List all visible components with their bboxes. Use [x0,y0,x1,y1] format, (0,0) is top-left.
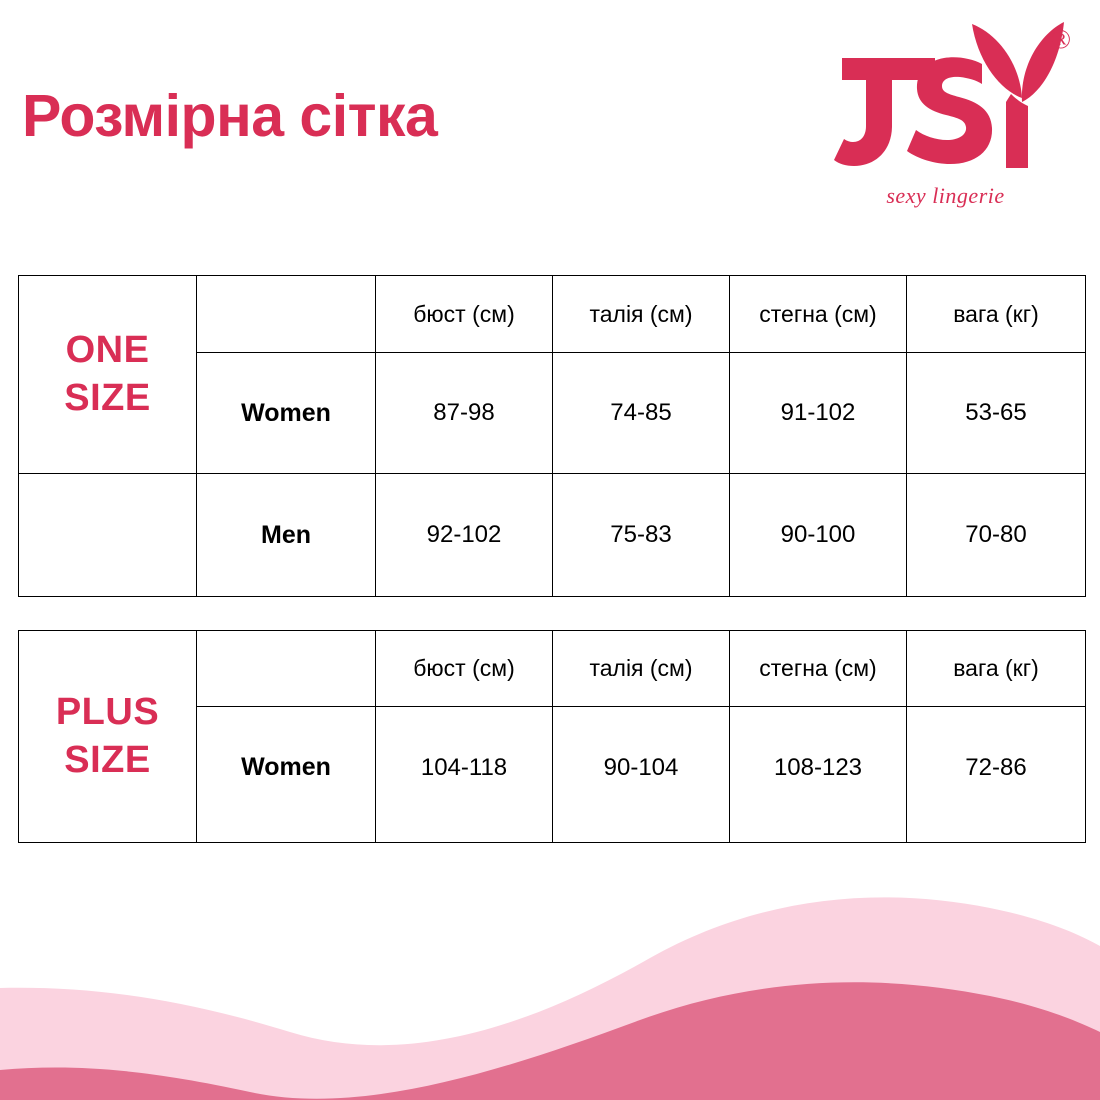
table-header-row: PLUS SIZE бюст (см) талія (см) стегна (с… [18,630,1086,843]
size-category-one-size: ONE SIZE [18,275,197,474]
size-category-line2: SIZE [64,376,151,419]
one-size-table: ONE SIZE бюст (см) талія (см) стегна (см… [18,275,1086,597]
wave-dark-shape [0,982,1100,1100]
size-category-line1: PLUS [55,691,160,733]
header-weight: вага (кг) [906,630,1086,707]
header-hips: стегна (см) [729,630,907,707]
cell-women-hips: 108-123 [729,706,907,843]
row-gender-women: Women [196,352,376,474]
header-hips: стегна (см) [729,275,907,353]
logo-tagline: sexy lingerie [886,183,1005,208]
header-waist: талія (см) [552,275,730,353]
brand-logo: ® sexy lingerie [830,18,1075,218]
header-bust: бюст (см) [375,275,553,353]
table-row: Men 92-102 75-83 90-100 70-80 [18,473,1086,597]
plus-size-table: PLUS SIZE бюст (см) талія (см) стегна (с… [18,630,1086,843]
cell-women-waist: 74-85 [552,352,730,474]
registered-trademark-icon: ® [1050,24,1071,54]
size-category-plus-size: PLUS SIZE [18,630,197,843]
table-row: Women 104-118 90-104 108-123 72-86 [19,706,1086,843]
header-bust: бюст (см) [375,630,553,707]
decorative-wave-footer [0,897,1100,1100]
cell-men-bust: 92-102 [375,473,553,597]
jsy-logo-mark [834,22,1064,168]
cell-women-bust: 104-118 [375,706,553,843]
table-header-row: ONE SIZE бюст (см) талія (см) стегна (см… [18,275,1086,474]
header-weight: вага (кг) [906,275,1086,353]
row-gender-women: Women [196,706,376,843]
row-gender-men: Men [196,473,376,597]
size-category-line2: SIZE [64,738,151,781]
cell-women-waist: 90-104 [552,706,730,843]
cell-women-bust: 87-98 [375,352,553,474]
header-waist: талія (см) [552,630,730,707]
cell-men-weight: 70-80 [906,473,1086,597]
page-title: Розмірна сітка [22,83,438,149]
header-gender-blank [196,275,376,353]
cell-men-hips: 90-100 [729,473,907,597]
cell-women-weight: 72-86 [906,706,1086,843]
header-gender-blank [196,630,376,707]
cell-men-waist: 75-83 [552,473,730,597]
cell-women-hips: 91-102 [729,352,907,474]
size-category-spacer [18,473,197,597]
cell-women-weight: 53-65 [906,352,1086,474]
size-category-line1: ONE [65,329,150,371]
